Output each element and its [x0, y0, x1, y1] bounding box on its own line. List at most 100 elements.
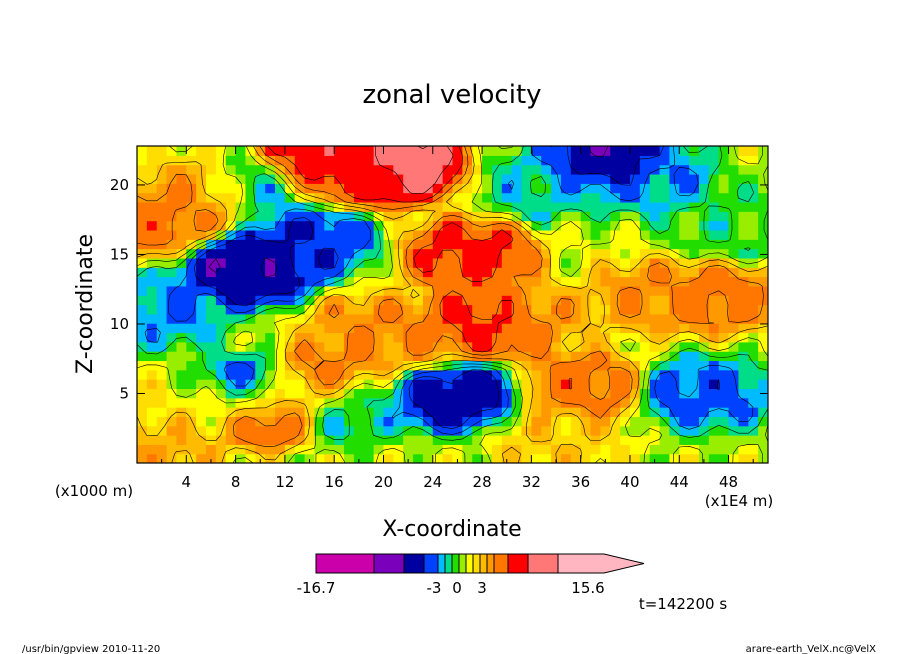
heatmap-cell [491, 183, 503, 194]
heatmap-cell [403, 257, 414, 268]
heatmap-cell [610, 267, 621, 278]
heatmap-cell [718, 201, 730, 212]
heatmap-cell [738, 220, 749, 231]
heatmap-cell [235, 304, 247, 315]
heatmap-cell [491, 453, 503, 463]
heatmap-cell [649, 257, 661, 268]
heatmap-cell [669, 397, 680, 408]
heatmap-cell [206, 407, 217, 417]
heatmap-cell [482, 211, 493, 222]
heatmap-cell [225, 341, 237, 352]
heatmap-cell [245, 257, 256, 268]
heatmap-cell [501, 229, 513, 240]
heatmap-cell [758, 435, 768, 445]
heatmap-cell [294, 285, 306, 296]
heatmap-cell [738, 397, 749, 408]
heatmap-cell [659, 295, 671, 306]
heatmap-cell [314, 313, 325, 324]
heatmap-cell [146, 407, 158, 417]
heatmap-cell [215, 211, 227, 222]
heatmap-cell [422, 453, 434, 463]
heatmap-cell [215, 453, 227, 463]
heatmap-cell [403, 164, 414, 175]
heatmap-cell [196, 388, 207, 399]
heatmap-cell [531, 155, 542, 166]
heatmap-cell [600, 276, 611, 287]
heatmap-cell [284, 220, 296, 231]
heatmap-cell [501, 360, 513, 371]
heatmap-cell [156, 201, 168, 212]
heatmap-cell [669, 285, 680, 296]
heatmap-cell [659, 183, 671, 194]
heatmap-cell [324, 379, 335, 390]
heatmap-cell [521, 183, 532, 194]
heatmap-cell [146, 369, 158, 380]
heatmap-cell [146, 276, 158, 287]
heatmap-cell [334, 183, 345, 194]
heatmap-cell [196, 369, 207, 380]
heatmap-cell [698, 351, 710, 362]
heatmap-cell [728, 341, 740, 352]
heatmap-cell [373, 276, 385, 287]
heatmap-cell [620, 360, 631, 371]
heatmap-cell [403, 407, 414, 417]
heatmap-cell [166, 211, 178, 222]
heatmap-cell [146, 444, 158, 455]
heatmap-cell [176, 435, 187, 445]
heatmap-cell [570, 295, 582, 306]
heatmap-cell [551, 332, 562, 343]
heatmap-cell [363, 369, 375, 380]
heatmap-cell [304, 146, 316, 156]
heatmap-cell [275, 351, 286, 362]
heatmap-cell [551, 229, 562, 240]
heatmap-cell [225, 173, 237, 184]
heatmap-cell [156, 304, 168, 315]
heatmap-cell [206, 435, 217, 445]
heatmap-cell [580, 369, 592, 380]
heatmap-cell [344, 397, 355, 408]
heatmap-cell [442, 416, 454, 427]
heatmap-cell [491, 164, 503, 175]
heatmap-cell [541, 257, 552, 268]
heatmap-cell [551, 416, 562, 427]
heatmap-cell [265, 332, 276, 343]
heatmap-cell [137, 192, 148, 203]
heatmap-cell [620, 435, 631, 445]
heatmap-cell [679, 416, 690, 427]
heatmap-cell [403, 183, 414, 194]
heatmap-cell [511, 444, 523, 455]
heatmap-cell [284, 425, 296, 436]
heatmap-cell [758, 360, 768, 371]
heatmap-cell [304, 229, 316, 240]
heatmap-cell [334, 285, 345, 296]
heatmap-cell [669, 351, 680, 362]
heatmap-cell [600, 351, 611, 362]
heatmap-cell [511, 425, 523, 436]
heatmap-cell [176, 416, 187, 427]
heatmap-cell [422, 369, 434, 380]
heatmap-cell [383, 183, 394, 194]
heatmap-cell [452, 416, 463, 427]
heatmap-cell [422, 192, 434, 203]
heatmap-cell [422, 211, 434, 222]
heatmap-cell [245, 276, 256, 287]
heatmap-cell [482, 267, 493, 278]
heatmap-cell [708, 425, 720, 436]
heatmap-cell [669, 248, 680, 259]
heatmap-cell [383, 388, 394, 399]
heatmap-cell [324, 257, 335, 268]
heatmap-cell [590, 332, 601, 343]
heatmap-cell [748, 146, 759, 156]
heatmap-cell [383, 323, 394, 334]
heatmap-cell [186, 295, 197, 306]
heatmap-cell [570, 444, 582, 455]
heatmap-cell [403, 332, 414, 343]
heatmap-cell [422, 164, 434, 175]
heatmap-cell [738, 155, 749, 166]
heatmap-cell [265, 313, 276, 324]
heatmap-cell [294, 164, 306, 175]
heatmap-cell [432, 164, 444, 175]
heatmap-cell [373, 360, 385, 371]
heatmap-cell [432, 146, 444, 156]
heatmap-cell [501, 435, 513, 445]
